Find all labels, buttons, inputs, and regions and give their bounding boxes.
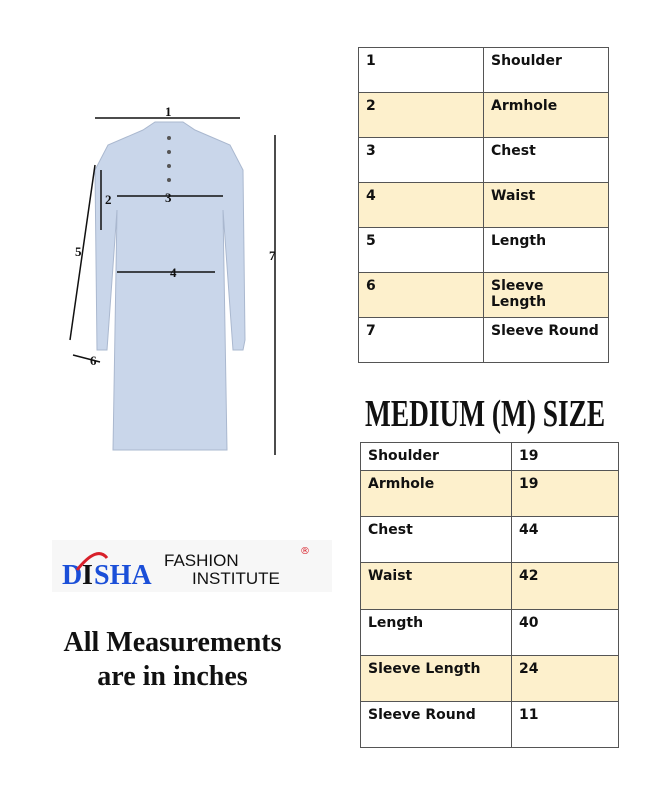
cell-value: Shoulder <box>483 47 609 93</box>
cell-value: Sleeve Length <box>483 272 609 318</box>
cell-value: 24 <box>511 655 619 702</box>
kurta-shape <box>94 121 246 451</box>
cell-value: Chest <box>483 137 609 183</box>
table-row: Length 40 <box>360 609 619 656</box>
svg-text:FASHION: FASHION <box>164 551 239 570</box>
cell-label: Length <box>360 609 512 656</box>
svg-text:INSTITUTE: INSTITUTE <box>192 569 280 588</box>
table-row: Chest 44 <box>360 516 619 563</box>
cell-label: Chest <box>360 516 512 563</box>
table-row: Armhole 19 <box>360 470 619 517</box>
label-5: 5 <box>75 244 82 259</box>
table-row: Shoulder 19 <box>360 442 619 471</box>
cell-label: 3 <box>358 137 484 183</box>
disha-logo: D I SHA FASHION INSTITUTE ® <box>52 540 332 592</box>
cell-value: Armhole <box>483 92 609 138</box>
table-row: 5 Length <box>358 227 609 273</box>
label-4: 4 <box>170 265 177 280</box>
cell-label: Armhole <box>360 470 512 517</box>
label-6: 6 <box>90 353 97 368</box>
table-row: 3 Chest <box>358 137 609 183</box>
table-row: 7 Sleeve Round <box>358 317 609 363</box>
cell-label: 7 <box>358 317 484 363</box>
cell-label: 1 <box>358 47 484 93</box>
kurta-measurement-diagram: 1 2 3 4 5 6 7 <box>69 104 276 455</box>
cell-value: 42 <box>511 562 619 610</box>
table-row: 1 Shoulder <box>358 47 609 93</box>
cell-label: 5 <box>358 227 484 273</box>
table-row: 6 Sleeve Length <box>358 272 609 318</box>
size-title: MEDIUM (M) SIZE <box>365 393 606 435</box>
cell-label: Sleeve Length <box>360 655 512 702</box>
cell-label: 6 <box>358 272 484 318</box>
note-line-2: are in inches <box>97 661 248 692</box>
label-2: 2 <box>105 192 112 207</box>
table-row: 2 Armhole <box>358 92 609 138</box>
cell-label: 2 <box>358 92 484 138</box>
table-row: Sleeve Round 11 <box>360 701 619 748</box>
svg-text:I: I <box>82 560 93 591</box>
cell-label: 4 <box>358 182 484 228</box>
svg-text:D: D <box>62 560 82 591</box>
cell-value: 44 <box>511 516 619 563</box>
cell-value: Waist <box>483 182 609 228</box>
label-1: 1 <box>165 104 172 119</box>
cell-label: Shoulder <box>360 442 512 471</box>
medium-size-table: Shoulder 19 Armhole 19 Chest 44 Waist 42 Length 4… <box>360 442 619 748</box>
svg-text:®: ® <box>300 546 310 557</box>
note-line-1: All Measurements <box>63 627 282 658</box>
table-row: Sleeve Length 24 <box>360 655 619 702</box>
cell-value: 40 <box>511 609 619 656</box>
svg-text:SHA: SHA <box>94 560 152 591</box>
cell-value: Sleeve Round <box>483 317 609 363</box>
table-row: 4 Waist <box>358 182 609 228</box>
cell-label: Sleeve Round <box>360 701 512 748</box>
label-7: 7 <box>269 248 276 263</box>
table-row: Waist 42 <box>360 562 619 610</box>
cell-value: 19 <box>511 442 619 471</box>
label-3: 3 <box>165 190 172 205</box>
cell-value: 11 <box>511 701 619 748</box>
cell-label: Waist <box>360 562 512 610</box>
measurement-legend-table: 1 Shoulder 2 Armhole 3 Chest 4 Waist 5 Length 6 Sle… <box>358 47 609 363</box>
cell-value: Length <box>483 227 609 273</box>
cell-value: 19 <box>511 470 619 517</box>
